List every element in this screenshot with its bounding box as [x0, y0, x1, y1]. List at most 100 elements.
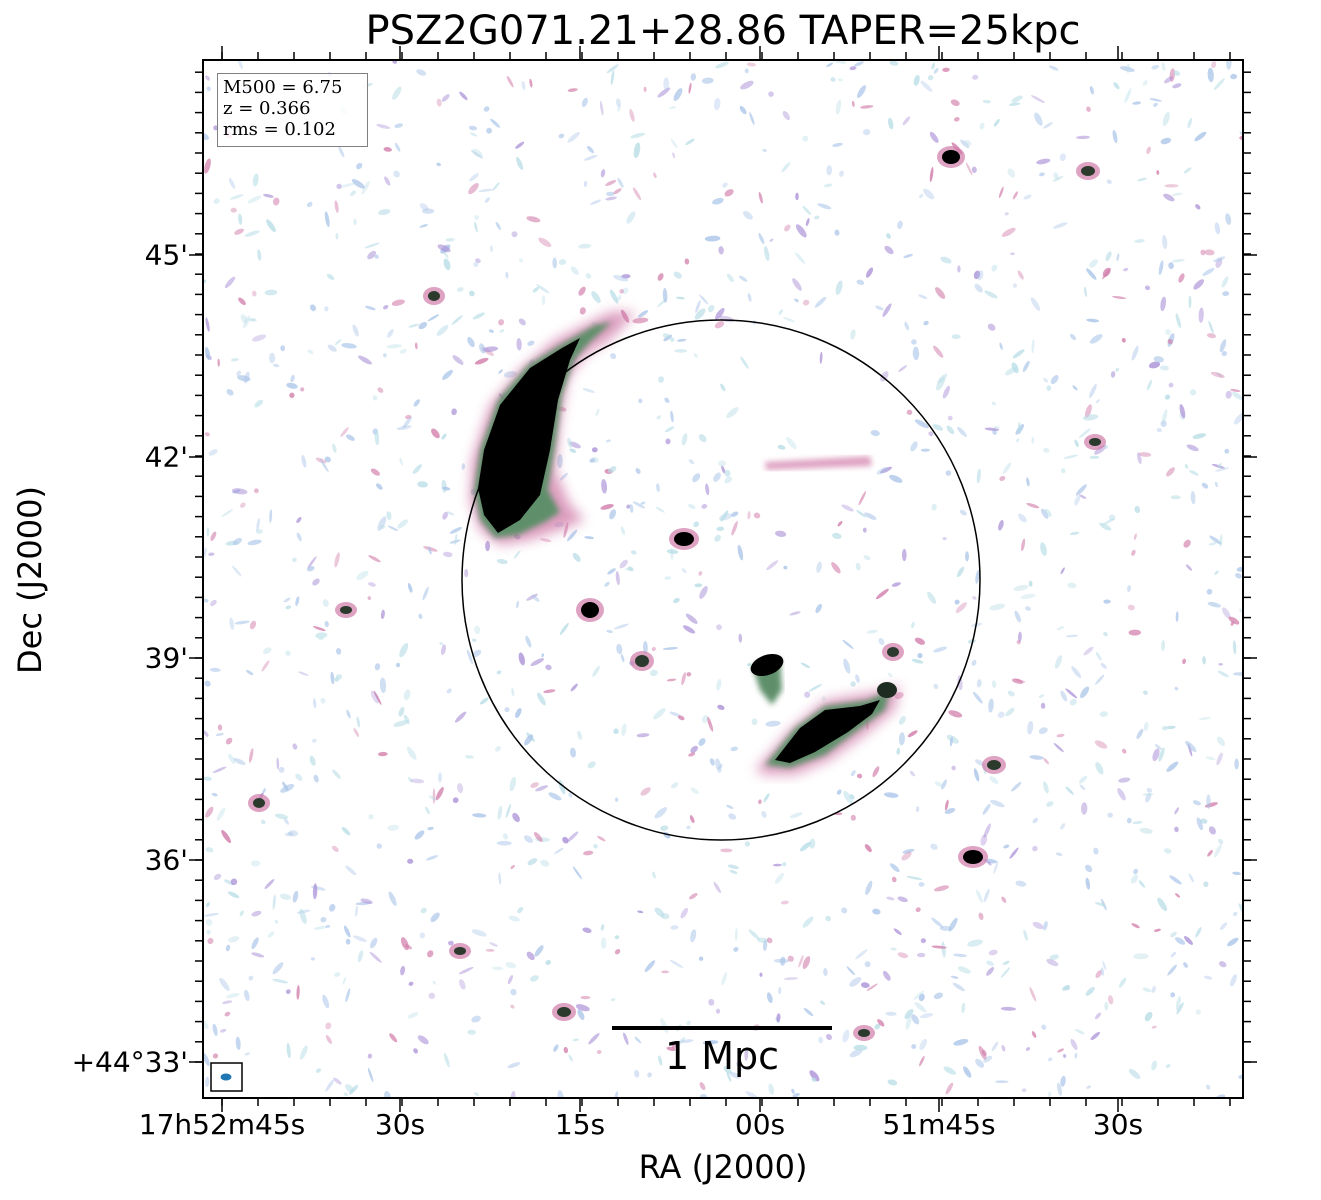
noise-blob [529, 78, 533, 88]
noise-blob [408, 981, 414, 986]
noise-blob [503, 371, 517, 378]
noise-blob [1232, 911, 1238, 917]
noise-blob [699, 294, 709, 305]
y-tick-label: 45' [144, 238, 188, 272]
noise-blob [887, 672, 893, 678]
noise-blob [850, 681, 856, 687]
noise-blob [1017, 270, 1024, 280]
noise-blob [1086, 1085, 1092, 1089]
noise-blob [942, 385, 950, 399]
noise-blob [212, 1053, 219, 1059]
noise-blob [454, 533, 458, 545]
noise-blob [1079, 784, 1086, 791]
noise-blob [1154, 744, 1162, 751]
noise-blob [1143, 690, 1148, 695]
noise-blob [794, 252, 806, 264]
noise-blob [515, 707, 522, 719]
noise-blob [336, 183, 342, 190]
noise-blob [352, 324, 359, 337]
noise-blob [1056, 733, 1065, 738]
noise-blob [915, 907, 921, 913]
noise-blob [609, 509, 617, 520]
noise-blob [707, 716, 714, 732]
noise-blob [887, 1079, 898, 1086]
noise-blob [251, 937, 259, 950]
noise-blob [959, 509, 967, 516]
noise-blob [778, 986, 782, 995]
noise-blob [441, 433, 447, 440]
noise-blob [368, 555, 381, 563]
noise-blob [635, 468, 641, 474]
noise-blob [941, 779, 947, 790]
noise-blob [1021, 1088, 1027, 1093]
noise-blob [690, 745, 698, 754]
noise-blob [422, 586, 429, 601]
noise-blob [325, 924, 331, 929]
noise-blob [203, 279, 207, 284]
noise-blob [837, 521, 843, 527]
noise-blob [206, 527, 210, 537]
noise-blob [399, 348, 407, 354]
noise-blob [540, 859, 550, 867]
noise-blob [446, 511, 455, 516]
noise-blob [1108, 995, 1114, 1005]
noise-blob [1174, 807, 1180, 815]
noise-blob [675, 1037, 686, 1048]
noise-blob [1187, 118, 1193, 129]
noise-blob [369, 951, 382, 963]
noise-blob [826, 62, 834, 68]
noise-blob [251, 952, 265, 958]
noise-blob [591, 291, 601, 304]
noise-blob [857, 773, 863, 779]
noise-blob [1126, 63, 1130, 74]
noise-blob [208, 552, 215, 556]
noise-blob [825, 915, 832, 922]
noise-blob [1095, 970, 1102, 979]
noise-blob [1164, 184, 1179, 188]
noise-blob [843, 658, 851, 674]
noise-blob [1151, 985, 1156, 993]
noise-blob [1195, 204, 1201, 210]
noise-blob [1218, 663, 1223, 666]
noise-blob [474, 625, 481, 635]
noise-blob [1082, 414, 1099, 421]
noise-blob [232, 565, 242, 577]
noise-blob [207, 937, 214, 945]
noise-blob [468, 183, 479, 195]
noise-blob [1030, 95, 1046, 104]
noise-blob [890, 863, 900, 873]
noise-blob [1061, 468, 1066, 474]
noise-blob [393, 720, 409, 727]
noise-blob [360, 898, 373, 904]
noise-blob [499, 329, 505, 333]
noise-blob [1144, 285, 1151, 291]
noise-blob [384, 1090, 391, 1098]
noise-blob [1214, 467, 1229, 472]
noise-blob [1136, 452, 1142, 464]
noise-blob [215, 733, 224, 736]
noise-blob [1130, 874, 1139, 884]
noise-blob [877, 1019, 885, 1027]
noise-blob [817, 203, 832, 210]
noise-blob [764, 246, 770, 261]
noise-blob [1153, 102, 1158, 107]
noise-blob [559, 622, 569, 635]
noise-blob [999, 476, 1006, 481]
noise-blob [1043, 377, 1048, 383]
noise-blob [1043, 921, 1048, 931]
noise-blob [1041, 1024, 1047, 1030]
noise-blob [1099, 522, 1112, 531]
noise-blob [1043, 758, 1050, 765]
noise-blob [272, 894, 276, 910]
noise-blob [592, 665, 600, 677]
noise-blob [1102, 960, 1107, 971]
noise-blob [376, 124, 391, 129]
noise-blob [442, 486, 451, 491]
noise-blob [238, 60, 243, 70]
noise-blob [860, 105, 874, 109]
noise-blob [749, 112, 755, 125]
noise-blob [204, 158, 211, 174]
noise-blob [1102, 518, 1115, 526]
noise-blob [805, 218, 810, 227]
noise-blob [915, 806, 920, 812]
